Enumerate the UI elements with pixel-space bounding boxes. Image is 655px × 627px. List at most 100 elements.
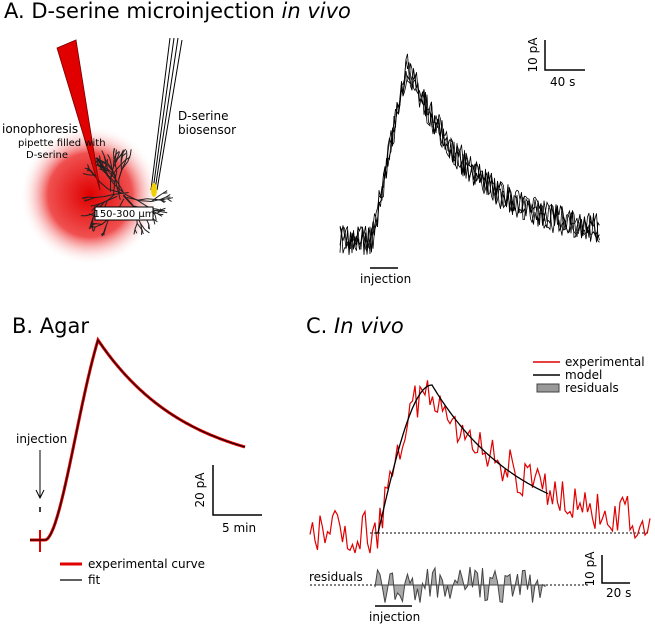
dendrite bbox=[84, 199, 90, 201]
dendrite bbox=[160, 199, 165, 204]
dendrite bbox=[95, 164, 102, 168]
dendrite bbox=[137, 198, 147, 201]
dendrite bbox=[136, 223, 141, 229]
dendrite bbox=[154, 215, 157, 221]
dendrite bbox=[110, 166, 114, 179]
dendrite bbox=[110, 163, 113, 171]
dendrite bbox=[144, 229, 150, 234]
scale-y-label: 20 pA bbox=[193, 472, 207, 508]
injection-arrow bbox=[35, 450, 45, 500]
dendrite bbox=[85, 213, 93, 217]
scale-y-label: 10 pA bbox=[583, 551, 597, 587]
dendrite bbox=[98, 159, 102, 164]
dendrite bbox=[94, 196, 104, 199]
injection-label: injection bbox=[16, 432, 67, 446]
dendrite bbox=[104, 200, 108, 208]
scale-x-label: 20 s bbox=[606, 586, 631, 600]
dendrite bbox=[101, 161, 108, 166]
residuals-label: residuals bbox=[309, 570, 363, 584]
dendrite bbox=[116, 186, 121, 200]
dendrite bbox=[118, 179, 120, 194]
trace bbox=[309, 380, 651, 604]
dendrite bbox=[118, 169, 122, 180]
biosensor-tip bbox=[151, 183, 157, 197]
legend-label: experimental bbox=[565, 355, 645, 369]
dendrite bbox=[87, 174, 95, 176]
distance-label: 150-300 µm bbox=[93, 209, 154, 220]
legend-label: model bbox=[565, 368, 602, 382]
trace-line bbox=[339, 63, 600, 255]
dendrite bbox=[153, 219, 158, 223]
dendrite bbox=[114, 156, 119, 163]
dendrite bbox=[103, 155, 107, 163]
dendrite bbox=[113, 184, 125, 195]
label: D-serine bbox=[178, 109, 228, 123]
dendrite bbox=[121, 159, 127, 165]
dendrite bbox=[167, 198, 172, 202]
dendrite bbox=[140, 227, 144, 232]
label: pipette filled with bbox=[18, 138, 106, 149]
biosensor-probe bbox=[150, 37, 183, 191]
dendrite bbox=[106, 175, 115, 185]
dendrite bbox=[90, 170, 96, 177]
dendrite bbox=[95, 223, 103, 228]
dendrite bbox=[117, 153, 122, 160]
scale-x-label: 5 min bbox=[222, 521, 256, 535]
dendrite bbox=[140, 200, 152, 203]
dendrite bbox=[160, 196, 167, 200]
dendrite bbox=[161, 211, 168, 214]
dendrite bbox=[153, 219, 156, 225]
scale-x-label: 40 s bbox=[550, 75, 575, 89]
dendrite bbox=[120, 149, 124, 155]
distance-box bbox=[94, 206, 154, 221]
trace-line bbox=[30, 338, 246, 541]
label: D-serine bbox=[26, 150, 68, 161]
label: biosensor bbox=[178, 123, 236, 137]
injection-label: injection bbox=[360, 272, 411, 286]
trace bbox=[30, 336, 246, 552]
dendrite bbox=[114, 191, 129, 195]
label: ionophoresis bbox=[2, 122, 78, 136]
legend-label: residuals bbox=[565, 381, 619, 395]
dendrite bbox=[115, 163, 122, 171]
dendrite bbox=[113, 154, 117, 160]
dendrite bbox=[103, 225, 107, 232]
trace-line bbox=[309, 380, 651, 554]
dendrite bbox=[124, 193, 138, 201]
dendrite bbox=[146, 198, 155, 200]
dendrite bbox=[134, 223, 138, 230]
dendrite bbox=[152, 210, 159, 215]
trace-line bbox=[339, 53, 600, 255]
dendrite bbox=[93, 226, 96, 232]
dendrite bbox=[167, 197, 174, 200]
trace-line bbox=[374, 566, 546, 604]
dendrite bbox=[112, 158, 118, 168]
dendrite bbox=[109, 158, 112, 164]
dendrite bbox=[101, 162, 105, 168]
dendrite bbox=[160, 209, 166, 212]
injection-label: injection bbox=[369, 610, 420, 624]
dendrite bbox=[103, 163, 108, 169]
trace-line bbox=[375, 384, 549, 534]
dendrite bbox=[122, 195, 134, 207]
scale-bar bbox=[601, 555, 630, 584]
scale-bar bbox=[212, 465, 262, 516]
dendrite bbox=[101, 150, 105, 156]
scale-bar bbox=[544, 40, 585, 71]
dendrite bbox=[104, 195, 118, 203]
dendrite bbox=[90, 216, 94, 224]
dendrite bbox=[122, 152, 127, 157]
dendrite bbox=[94, 203, 101, 206]
dendrite bbox=[111, 170, 117, 180]
dendrite bbox=[125, 156, 131, 161]
dendrite bbox=[115, 179, 124, 192]
dendrite bbox=[114, 171, 118, 183]
dendrite bbox=[157, 192, 164, 198]
dendrite bbox=[129, 149, 132, 156]
panel-c-title: C. In vivo bbox=[306, 314, 404, 338]
dendrite bbox=[134, 229, 138, 234]
dendrite bbox=[124, 155, 128, 162]
dendrite bbox=[99, 181, 109, 190]
dendrite bbox=[91, 206, 96, 212]
